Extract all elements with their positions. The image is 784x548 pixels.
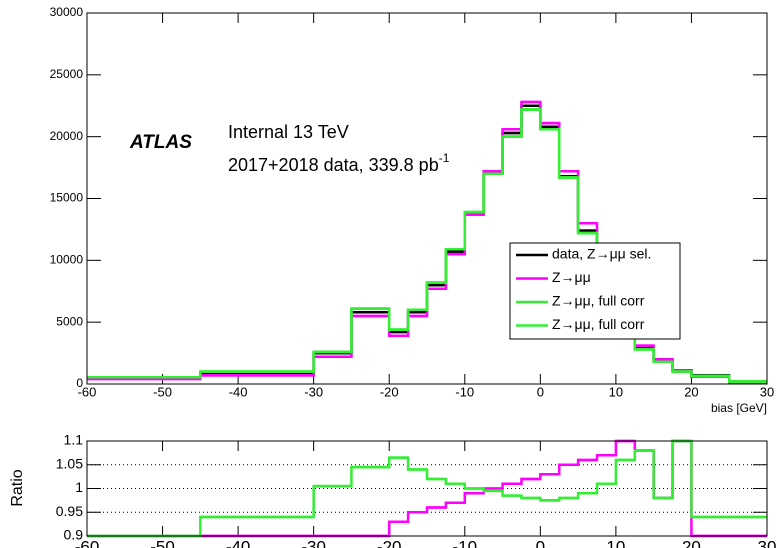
x-tick-label: 20: [684, 384, 698, 399]
x-tick-label: 30: [758, 537, 777, 548]
x-tick-label: -30: [304, 384, 323, 399]
y-tick-label: 0.95: [56, 503, 83, 519]
x-tick-label: 10: [609, 384, 623, 399]
annotation: Internal 13 TeV: [228, 122, 349, 142]
step-connector: [87, 439, 767, 538]
y-tick-label: 5000: [56, 314, 83, 328]
x-tick-label: -10: [455, 384, 474, 399]
plot-frame: [86, 440, 768, 537]
x-tick-label: 10: [606, 537, 625, 548]
y-tick-label: 20000: [50, 129, 84, 143]
annotation-text: 2017+2018 data, 339.8 pb: [228, 155, 439, 175]
x-tick-label: 20: [682, 537, 701, 548]
x-axis-label: bias [GeV]: [711, 401, 767, 415]
y-tick-label: 25000: [50, 67, 84, 81]
legend-label: Z→μμ: [552, 269, 591, 285]
x-tick-label: -10: [452, 537, 477, 548]
x-tick-label: -20: [377, 537, 402, 548]
x-tick-label: 0: [536, 537, 545, 548]
y-axis-label: Ratio: [9, 469, 26, 506]
x-tick-label: -30: [301, 537, 326, 548]
x-tick-label: -50: [153, 384, 172, 399]
legend-label: Z→μμ, full corr: [552, 316, 645, 332]
x-tick-label: -60: [75, 537, 100, 548]
y-tick-label: 0.9: [64, 527, 84, 543]
y-tick-label: 30000: [50, 5, 84, 19]
y-tick-label: 15000: [50, 191, 84, 205]
x-tick-label: -40: [226, 537, 251, 548]
x-tick-label: -50: [150, 537, 175, 548]
annotation: 2017+2018 data, 339.8 pb-1: [228, 151, 450, 175]
step-connector: [87, 108, 767, 383]
y-tick-label: 1.1: [64, 432, 84, 448]
annotation-sup: -1: [439, 151, 450, 165]
legend-box: [509, 242, 681, 340]
atlas-label: ATLAS: [129, 132, 192, 153]
x-tick-label: -40: [229, 384, 248, 399]
y-tick-label: 1: [75, 479, 83, 495]
x-tick-label: -60: [78, 384, 97, 399]
legend-label: Z→μμ, full corr: [552, 293, 645, 309]
y-tick-label: 0: [76, 376, 83, 390]
plot-frame: [86, 12, 768, 385]
y-tick-label: 1.05: [56, 455, 83, 471]
x-tick-label: 30: [760, 384, 774, 399]
y-tick-label: 10000: [50, 253, 84, 267]
legend-label: data, Z→μμ sel.: [552, 246, 651, 262]
x-tick-label: 0: [537, 384, 544, 399]
x-tick-label: -20: [380, 384, 399, 399]
